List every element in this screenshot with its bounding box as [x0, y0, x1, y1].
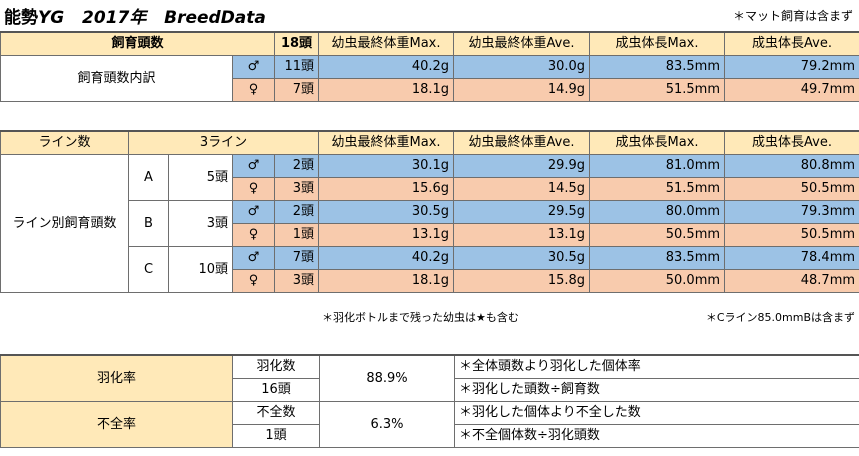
- table-row: ♀ 7頭 18.1g 14.9g 51.5mm 49.7mm: [1, 78, 859, 102]
- value-cell: 78.4mm: [724, 246, 859, 270]
- defect-count-value: 1頭: [232, 424, 320, 448]
- emergence-rate-value: 88.9%: [319, 354, 455, 402]
- value-cell: 29.5g: [453, 200, 591, 224]
- value-cell: 50.5mm: [724, 177, 859, 201]
- value-cell: 15.8g: [453, 269, 591, 293]
- title-brand: BreedData: [164, 8, 266, 28]
- emergence-rate-label: 羽化率: [0, 354, 233, 402]
- value-cell: 30.1g: [318, 154, 455, 178]
- value-cell: 13.1g: [318, 223, 455, 247]
- value-cell: 49.7mm: [724, 78, 859, 102]
- value-cell: 13.1g: [453, 223, 591, 247]
- note-right: ＊Cライン85.0mmBは含まず: [705, 311, 855, 324]
- col-header: 幼虫最終体重Max.: [318, 31, 455, 56]
- value-cell: 40.2g: [318, 246, 455, 270]
- value-cell: 80.8mm: [724, 154, 859, 178]
- col-header: 成虫体長Max.: [589, 31, 726, 56]
- col-header: 幼虫最終体重Ave.: [453, 31, 591, 56]
- male-symbol: ♂: [232, 154, 275, 178]
- emergence-count-value: 16頭: [232, 378, 320, 402]
- top-note: ＊マット飼育は含まず: [732, 9, 853, 23]
- defect-rate-value: 6.3%: [319, 401, 455, 448]
- value-cell: 50.5mm: [589, 223, 726, 247]
- value-cell: 14.5g: [453, 177, 591, 201]
- line-total: 5頭: [168, 154, 233, 201]
- line-total: 10頭: [168, 246, 233, 293]
- value-cell: 30.5g: [318, 200, 455, 224]
- defect-rate-label: 不全率: [0, 401, 233, 448]
- table-row: B 3頭 ♂ 2頭 30.5g 29.5g 80.0mm 79.3mm: [1, 200, 859, 247]
- line-count-label: ライン数: [0, 130, 129, 155]
- male-symbol: ♂: [231, 55, 276, 79]
- line-total: 3頭: [168, 200, 233, 247]
- col-header: 幼虫最終体重Max.: [318, 130, 455, 155]
- value-cell: 30.5g: [453, 246, 591, 270]
- value-cell: 79.3mm: [724, 200, 859, 224]
- line-count-value: 3ライン: [127, 130, 320, 155]
- col-header: 成虫体長Ave.: [724, 31, 859, 56]
- value-cell: 81.0mm: [589, 154, 726, 178]
- summary-table: 飼育頭数 18頭 幼虫最終体重Max. 幼虫最終体重Ave. 成虫体長Max. …: [0, 31, 859, 102]
- title-year: 2017年: [82, 8, 147, 28]
- female-symbol: ♀: [232, 269, 275, 293]
- value-cell: 51.5mm: [589, 177, 726, 201]
- emergence-desc: ＊全体頭数より羽化した個体率: [454, 354, 859, 379]
- table-row: C 10頭 ♂ 7頭 40.2g 30.5g 83.5mm 78.4mm: [1, 246, 859, 293]
- col-header: 成虫体長Ave.: [724, 130, 859, 155]
- count-cell: 2頭: [273, 154, 320, 178]
- count-cell: 2頭: [273, 200, 320, 224]
- table-row: ♀ 3頭 18.1g 15.8g 50.0mm 48.7mm: [1, 269, 859, 293]
- table-row: ♀ 1頭 13.1g 13.1g 50.5mm 50.5mm: [1, 223, 859, 247]
- female-symbol: ♀: [231, 78, 276, 102]
- defect-formula: ＊不全個体数÷羽化頭数: [454, 424, 859, 448]
- count-cell: 7頭: [273, 246, 320, 270]
- value-cell: 40.2g: [318, 55, 455, 79]
- value-cell: 50.5mm: [724, 223, 859, 247]
- value-cell: 15.6g: [318, 177, 455, 201]
- value-cell: 48.7mm: [724, 269, 859, 293]
- count-cell: 1頭: [273, 223, 320, 247]
- line-name: C: [128, 246, 169, 293]
- value-cell: 18.1g: [318, 269, 455, 293]
- value-cell: 50.0mm: [589, 269, 726, 293]
- value-cell: 83.5mm: [589, 55, 726, 79]
- defect-count-label: 不全数: [232, 401, 320, 425]
- total-label: 飼育頭数: [0, 31, 276, 56]
- table-row: ライン別飼育頭数 A 5頭 ♂ 2頭 30.1g 29.9g 81.0mm 80…: [0, 154, 859, 293]
- value-cell: 83.5mm: [589, 246, 726, 270]
- count-cell: 11頭: [274, 55, 320, 79]
- line-name: B: [128, 200, 169, 247]
- count-cell: 3頭: [273, 269, 320, 293]
- value-cell: 30.0g: [453, 55, 591, 79]
- count-cell: 3頭: [273, 177, 320, 201]
- value-cell: 51.5mm: [589, 78, 726, 102]
- page-title: 能勢YG 2017年 BreedData: [4, 3, 266, 28]
- male-symbol: ♂: [232, 200, 275, 224]
- line-name: A: [128, 154, 169, 201]
- emergence-count-label: 羽化数: [232, 354, 320, 379]
- note-left: ＊羽化ボトルまで残った幼虫は★も含む: [322, 311, 519, 324]
- breakdown-label: 飼育頭数内訳: [0, 55, 233, 102]
- value-cell: 18.1g: [318, 78, 455, 102]
- female-symbol: ♀: [232, 223, 275, 247]
- defect-desc: ＊羽化した個体より不全した数: [454, 401, 859, 425]
- table-row: 飼育頭数内訳 ♂ 11頭 40.2g 30.0g 83.5mm 79.2mm: [0, 55, 859, 102]
- total-count: 18頭: [274, 31, 320, 56]
- group-label: ライン別飼育頭数: [0, 154, 129, 293]
- count-cell: 7頭: [274, 78, 320, 102]
- value-cell: 14.9g: [453, 78, 591, 102]
- col-header: 幼虫最終体重Ave.: [453, 130, 591, 155]
- value-cell: 79.2mm: [724, 55, 859, 79]
- male-symbol: ♂: [232, 246, 275, 270]
- line-table: ライン数 3ライン 幼虫最終体重Max. 幼虫最終体重Ave. 成虫体長Max.…: [0, 130, 859, 293]
- title-main: 能勢: [4, 8, 38, 28]
- rate-table: 羽化率 羽化数 88.9% ＊全体頭数より羽化した個体率 16頭 ＊羽化した頭数…: [0, 354, 859, 448]
- value-cell: 29.9g: [453, 154, 591, 178]
- value-cell: 80.0mm: [589, 200, 726, 224]
- title-yg: YG: [38, 8, 65, 28]
- female-symbol: ♀: [232, 177, 275, 201]
- emergence-formula: ＊羽化した頭数÷飼育数: [454, 378, 859, 402]
- col-header: 成虫体長Max.: [589, 130, 726, 155]
